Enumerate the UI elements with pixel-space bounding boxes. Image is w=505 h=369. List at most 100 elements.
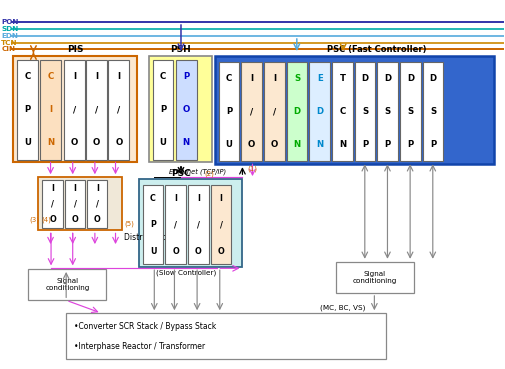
Text: PON: PON: [1, 19, 19, 25]
Text: /: /: [96, 200, 99, 208]
Text: /: /: [220, 220, 223, 229]
Bar: [42, 180, 63, 228]
Text: D: D: [384, 74, 391, 83]
Text: O: O: [115, 138, 122, 148]
Text: (Slow Controller): (Slow Controller): [156, 269, 216, 276]
Text: C: C: [226, 74, 232, 83]
Text: Distributed I/O: Distributed I/O: [124, 232, 180, 241]
Text: P: P: [183, 72, 189, 81]
Text: PSH: PSH: [170, 45, 191, 54]
Text: O: O: [94, 215, 101, 224]
Text: O: O: [195, 246, 201, 256]
Text: /: /: [197, 220, 200, 229]
Bar: [176, 60, 196, 159]
Text: SDN: SDN: [1, 26, 19, 32]
Text: /: /: [273, 107, 276, 116]
Text: N: N: [47, 138, 55, 148]
Text: CIN: CIN: [1, 46, 15, 52]
Bar: [400, 62, 421, 161]
Bar: [355, 62, 375, 161]
Text: (4): (4): [41, 216, 51, 223]
Text: I: I: [273, 74, 276, 83]
Text: O: O: [93, 138, 100, 148]
Text: D: D: [429, 74, 437, 83]
Bar: [188, 185, 209, 264]
Text: C: C: [150, 194, 156, 203]
Text: I: I: [95, 72, 98, 81]
Text: /: /: [74, 200, 77, 208]
Text: U: U: [160, 138, 167, 148]
Text: /: /: [117, 106, 120, 114]
Text: I: I: [174, 194, 177, 203]
Bar: [149, 56, 212, 162]
Text: T: T: [339, 74, 345, 83]
Text: D: D: [407, 74, 414, 83]
Text: P: P: [362, 140, 368, 149]
Text: C: C: [25, 72, 31, 81]
Text: C: C: [160, 72, 166, 81]
Text: N: N: [316, 140, 323, 149]
Bar: [165, 185, 186, 264]
Text: P: P: [385, 140, 391, 149]
Text: D: D: [316, 107, 323, 116]
Text: P: P: [150, 220, 156, 229]
Bar: [287, 62, 308, 161]
Text: N: N: [293, 140, 300, 149]
Text: I: I: [250, 74, 254, 83]
Text: (5): (5): [124, 221, 134, 227]
Text: •Interphase Reactor / Transformer: •Interphase Reactor / Transformer: [74, 342, 205, 351]
Text: O: O: [248, 140, 256, 149]
Text: S: S: [407, 107, 414, 116]
Text: Ethernet (TCP/IP): Ethernet (TCP/IP): [169, 169, 226, 175]
Text: I: I: [74, 184, 77, 193]
Text: /: /: [95, 106, 98, 114]
Text: Signal
conditioning: Signal conditioning: [352, 271, 397, 284]
Bar: [40, 60, 61, 159]
Text: S: S: [385, 107, 391, 116]
Bar: [38, 177, 122, 231]
Text: S: S: [362, 107, 368, 116]
Text: O: O: [271, 140, 278, 149]
Text: N: N: [183, 138, 190, 148]
Bar: [66, 313, 386, 359]
Text: C: C: [47, 72, 54, 81]
Bar: [377, 62, 398, 161]
Text: P: P: [226, 107, 232, 116]
Bar: [310, 62, 330, 161]
Bar: [241, 62, 262, 161]
Text: I: I: [220, 194, 223, 203]
Text: •Converter SCR Stack / Bypass Stack: •Converter SCR Stack / Bypass Stack: [74, 323, 216, 331]
Bar: [423, 62, 443, 161]
Text: C: C: [339, 107, 345, 116]
Bar: [215, 56, 494, 164]
Bar: [219, 62, 239, 161]
Text: O: O: [172, 246, 179, 256]
Text: N: N: [339, 140, 346, 149]
Text: I: I: [117, 72, 120, 81]
Text: /: /: [250, 107, 254, 116]
Bar: [264, 62, 285, 161]
Bar: [28, 269, 107, 300]
Text: P: P: [160, 106, 166, 114]
Text: (MC, BC, VS): (MC, BC, VS): [321, 304, 366, 311]
Text: S: S: [294, 74, 300, 83]
Text: EDN: EDN: [1, 33, 18, 39]
Bar: [109, 60, 129, 159]
Bar: [87, 180, 108, 228]
Text: I: I: [49, 106, 53, 114]
Text: PSC: PSC: [171, 169, 190, 178]
Bar: [86, 60, 107, 159]
Text: P: P: [430, 140, 436, 149]
Bar: [139, 179, 242, 267]
Bar: [336, 262, 414, 293]
Text: I: I: [51, 184, 54, 193]
Text: /: /: [51, 200, 54, 208]
Bar: [153, 60, 173, 159]
Text: TCN: TCN: [1, 39, 18, 46]
Text: O: O: [72, 215, 79, 224]
Text: I: I: [73, 72, 76, 81]
Text: D: D: [362, 74, 369, 83]
Bar: [143, 185, 163, 264]
Text: O: O: [218, 246, 224, 256]
Text: PIS: PIS: [67, 45, 83, 54]
